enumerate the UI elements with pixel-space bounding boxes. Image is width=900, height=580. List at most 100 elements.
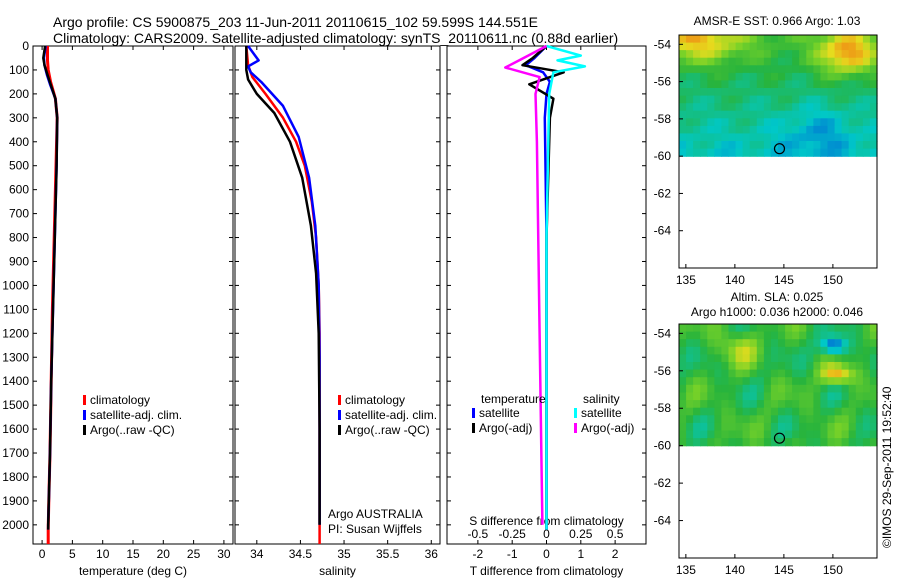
sst-map-cell [834,35,843,44]
sst-map-cell [679,80,687,89]
sla-map-cell [756,362,765,371]
sst-map-cell [792,50,800,59]
sla-map-cell [806,331,814,340]
sst-map-cell [848,103,857,112]
sla-map-cell [679,362,687,371]
sst-map-cell [679,50,687,59]
sst-map-cell [700,88,708,97]
sst-map-cell [841,72,850,82]
sst-map-cell [792,110,800,119]
depth-tick-label: 2000 [2,518,29,532]
sst-map-cell [728,57,737,66]
sla-map-cell [792,392,800,401]
sla-map-cell [721,407,730,416]
sla-map-cell [841,339,850,348]
sst-map-cell [799,65,807,74]
sst-map-cell [813,35,822,44]
sla-map-cell [749,369,758,378]
sst-map-cell [869,35,878,44]
sla-map-cell [834,369,843,378]
sla-map-cell [785,339,793,348]
sla-map-cell [679,392,687,401]
sst-map-cell [721,95,730,104]
sla-map-cell [728,369,737,378]
sla-map-cell [686,384,694,393]
sst-map-cell [806,80,814,89]
sst-map-cell [799,103,807,112]
sla-map-cell [792,438,800,447]
sla-map-cell [834,392,843,401]
sla-map-cell [693,400,701,409]
sst-map-cell [700,110,708,119]
depth-tick-label: 900 [9,254,29,268]
sst-map-cell [700,80,708,89]
depth-tick-label: 1100 [3,302,29,316]
sla-map-cell [792,346,800,355]
sla-map-cell [707,430,715,439]
sla-map-cell [749,362,758,371]
sla-map-cell [700,415,708,424]
sst-map-cell [834,125,843,135]
sst-map-cell [841,148,850,157]
sla-map-cell [707,384,715,393]
sst-map-cell [820,141,829,150]
sla-map-cell [855,369,864,378]
sst-map-cell [862,133,871,142]
sla-map-cell [778,362,786,371]
sst-map-cell [693,110,701,119]
sla-map-cell [756,324,765,333]
sla-map-cell [728,384,737,393]
diff-legend-temp-argo-swatch [472,423,475,433]
sst-map-cell [728,42,737,51]
sst-map-cell [756,118,765,127]
argo-pi-annotation: PI: Susan Wijffels [328,522,422,536]
sla-map-cell [693,346,701,355]
sla-map-cell [721,422,730,432]
sla-map-cell [799,407,807,416]
sla-map-cell [827,346,836,355]
sst-map-cell [714,65,723,74]
sst-map-cell [813,42,822,51]
sla-map-cell [728,422,737,432]
sla-map-cell [714,422,723,432]
sla-map-cell [728,324,737,333]
sst-map-cell [834,57,843,66]
sla-map-cell [848,415,857,424]
sst-map-cell [813,50,822,59]
sst-map-cell [686,65,694,74]
sla-map-cell [679,346,687,355]
sst-map-cell [679,42,687,51]
sst-map-cell [778,125,786,135]
depth-tick-label: 700 [9,207,29,221]
sla-map-cell [778,369,786,378]
sst-map-cell [848,72,857,82]
sst-map-cell [700,57,708,66]
sst-map-cell [679,57,687,66]
sla-map-cell [693,422,701,432]
sst-map-cell [806,95,814,104]
temperature-legend-0-swatch [83,395,86,405]
sla-map-cell [827,438,836,447]
sst-map-cell [806,35,814,44]
sla-map-cell [834,339,843,348]
sla-map-cell [799,415,807,424]
sla-map-cell [799,369,807,378]
sst-map-ytick-label: -62 [654,186,672,200]
sla-map-cell [862,438,871,447]
sla-map-cell [848,377,857,386]
sst-map-cell [749,125,758,135]
sst-map-cell [686,57,694,66]
sla-map-cell [693,369,701,378]
sla-map-cell [693,415,701,424]
sst-map-cell [714,148,723,157]
sst-map-cell [813,95,822,104]
sst-map-cell [855,103,864,112]
sst-map-cell [728,88,737,97]
temperature-xtick-label: 10 [96,547,110,561]
sla-map-cell [869,339,878,348]
sst-map-cell [827,80,836,89]
sst-map-cell [792,80,800,89]
sst-map-cell [848,80,857,89]
sst-map-cell [834,80,843,89]
sst-map-cell [749,148,758,157]
